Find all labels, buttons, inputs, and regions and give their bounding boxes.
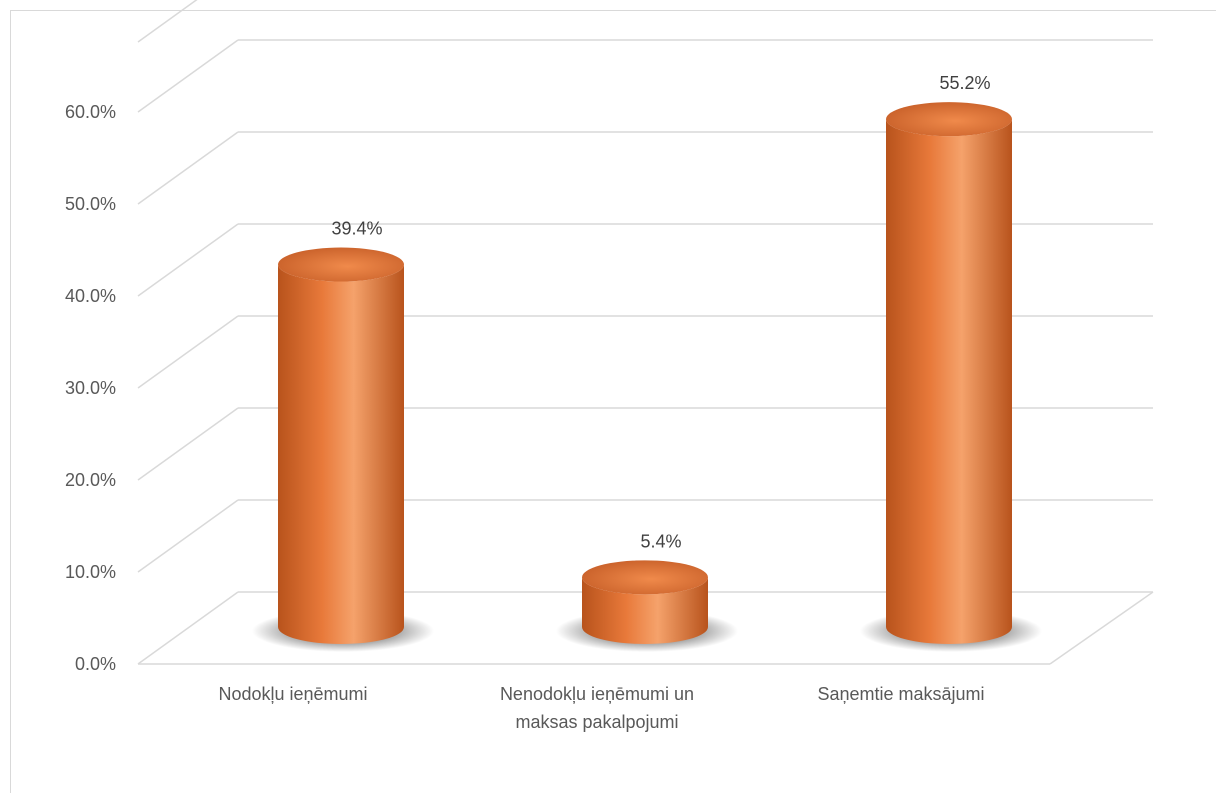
y-tick-label: 50.0% xyxy=(65,194,116,214)
x-tick-label: Saņemtie maksājumi xyxy=(817,684,984,704)
y-tick-label: 20.0% xyxy=(65,470,116,490)
y-tick-label: 40.0% xyxy=(65,286,116,306)
gridline-side xyxy=(138,132,238,204)
data-label: 39.4% xyxy=(331,219,382,239)
x-tick-label: Nodokļu ieņēmumi xyxy=(218,684,367,704)
y-tick-label: 0.0% xyxy=(75,654,116,674)
gridline-side xyxy=(138,592,238,664)
data-label: 55.2% xyxy=(939,73,990,93)
bar xyxy=(278,265,404,644)
floor-right-edge xyxy=(1050,592,1153,664)
bar-top xyxy=(278,248,404,282)
bar xyxy=(886,119,1012,644)
gridline-side xyxy=(138,408,238,480)
bar-top xyxy=(582,560,708,594)
gridline-side xyxy=(138,316,238,388)
gridline-side xyxy=(138,500,238,572)
gridline-side xyxy=(138,224,238,296)
x-tick-label: Nenodokļu ieņēmumi un xyxy=(500,684,694,704)
y-tick-label: 60.0% xyxy=(65,102,116,122)
y-tick-label: 30.0% xyxy=(65,378,116,398)
bar-top xyxy=(886,102,1012,136)
gridline-side xyxy=(138,40,238,112)
x-tick-label: maksas pakalpojumi xyxy=(515,712,678,732)
y-tick-label: 10.0% xyxy=(65,562,116,582)
data-label: 5.4% xyxy=(640,531,681,551)
gridline-side xyxy=(138,0,238,42)
